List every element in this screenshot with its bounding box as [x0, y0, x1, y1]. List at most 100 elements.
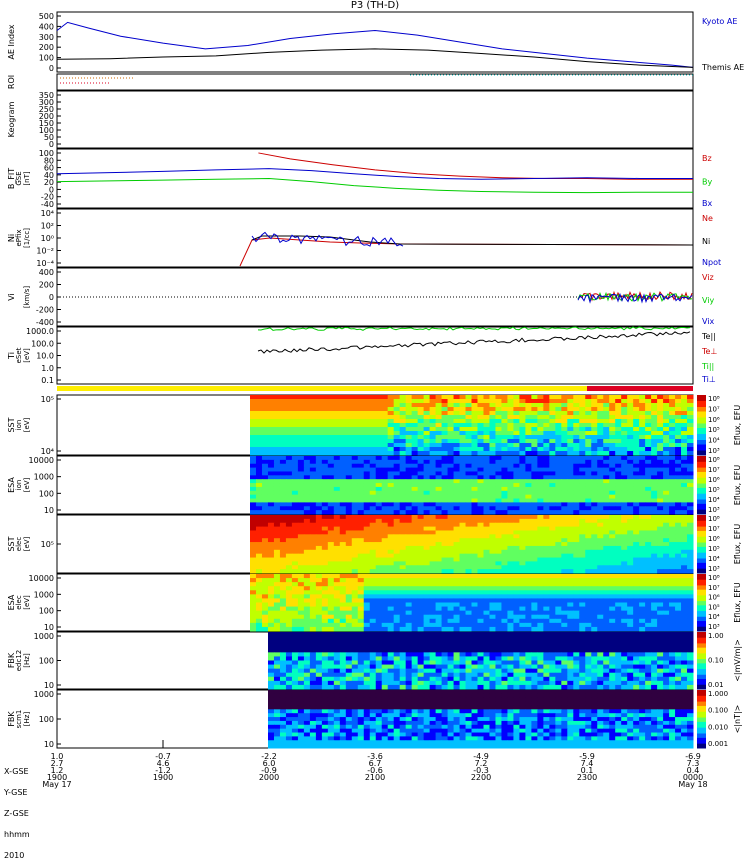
spectrogram-cell — [376, 623, 382, 628]
spectrogram-cell — [460, 640, 466, 645]
spectrogram-cell — [328, 519, 334, 523]
spectrogram-cell — [382, 439, 388, 444]
spectrogram-cell — [525, 534, 531, 538]
spectrogram-cell — [316, 534, 322, 538]
spectrogram-cell — [555, 561, 561, 565]
spectrogram-cell — [519, 546, 525, 550]
ytick-label: 10 — [44, 681, 54, 690]
spectrogram-cell — [615, 491, 621, 495]
spectrogram-cell — [310, 403, 316, 408]
spectrogram-cell — [406, 607, 412, 612]
spectrogram-cell — [280, 603, 286, 608]
spectrogram-cell — [370, 451, 376, 456]
spectrogram-cell — [651, 419, 657, 424]
spectrogram-cell — [334, 515, 340, 519]
spectrogram-cell — [436, 594, 442, 599]
spectrogram-cell — [316, 578, 322, 583]
spectrogram-cell — [627, 636, 633, 641]
spectrogram-cell — [286, 644, 292, 649]
spectrogram-cell — [340, 515, 346, 519]
spectrogram-cell — [436, 598, 442, 603]
ytick-label: 10⁴ — [41, 209, 54, 218]
spectrogram-cell — [472, 582, 478, 587]
spectrogram-cell — [256, 530, 262, 534]
spectrogram-cell — [537, 594, 543, 599]
spectrogram-cell — [436, 586, 442, 591]
spectrogram-cell — [298, 491, 304, 495]
spectrogram-cell — [256, 534, 262, 538]
spectrogram-cell — [621, 443, 627, 448]
spectrogram-cell — [507, 615, 513, 620]
spectrogram-cell — [663, 460, 669, 464]
spectrogram-cell — [483, 534, 489, 538]
spectrogram-cell — [603, 435, 609, 440]
spectrogram-cell — [615, 538, 621, 542]
spectrogram-cell — [412, 527, 418, 531]
spectrogram-cell — [382, 471, 388, 475]
spectrogram-cell — [627, 623, 633, 628]
spectrogram-cell — [513, 464, 519, 468]
spectrogram-cell — [639, 527, 645, 531]
spectrogram-cell — [525, 475, 531, 479]
spectrogram-cell — [256, 611, 262, 616]
spectrogram-cell — [430, 523, 436, 527]
panel-sublabel-esa_ion: ion — [15, 480, 23, 491]
spectrogram-cell — [525, 561, 531, 565]
spectrogram-cell — [585, 534, 591, 538]
spectrogram-cell — [292, 419, 298, 424]
spectrogram-cell — [579, 395, 585, 400]
spectrogram-cell — [591, 475, 597, 479]
spectrogram-cell — [310, 574, 316, 579]
spectrogram-cell — [370, 519, 376, 523]
spectrogram-cell — [603, 523, 609, 527]
spectrogram-cell — [525, 499, 531, 503]
spectrogram-cell — [328, 456, 334, 460]
spectrogram-cell — [501, 487, 507, 491]
spectrogram-cell — [304, 519, 310, 523]
spectrogram-cell — [621, 550, 627, 554]
spectrogram-cell — [460, 515, 466, 519]
spectrogram-cell — [322, 502, 328, 506]
spectrogram-cell — [567, 464, 573, 468]
spectrogram-cell — [412, 607, 418, 612]
spectrogram-cell — [400, 451, 406, 456]
spectrogram-cell — [388, 565, 394, 569]
spectrogram-cell — [352, 538, 358, 542]
spectrogram-cell — [400, 582, 406, 587]
spectrogram-cell — [274, 554, 280, 558]
spectrogram-cell — [651, 502, 657, 506]
spectrogram-cell — [645, 582, 651, 587]
spectrogram-cell — [579, 431, 585, 436]
spectrogram-cell — [358, 558, 364, 562]
spectrogram-cell — [543, 435, 549, 440]
spectrogram-cell — [376, 586, 382, 591]
spectrogram-cell — [376, 534, 382, 538]
spectrogram-cell — [472, 632, 478, 637]
spectrogram-cell — [280, 550, 286, 554]
spectrogram-cell — [567, 590, 573, 595]
spectrogram-cell — [615, 542, 621, 546]
spectrogram-cell — [507, 427, 513, 432]
spectrogram-cell — [513, 598, 519, 603]
spectrogram-cell — [603, 427, 609, 432]
spectrogram-cell — [268, 632, 274, 637]
spectrogram-cell — [507, 487, 513, 491]
spectrogram-cell — [454, 534, 460, 538]
spectrogram-cell — [424, 423, 430, 428]
spectrogram-cell — [597, 510, 603, 514]
spectrogram-cell — [352, 510, 358, 514]
spectrogram-cell — [531, 627, 537, 632]
spectrogram-cell — [466, 619, 472, 624]
spectrogram-cell — [525, 523, 531, 527]
spectrogram-cell — [274, 464, 280, 468]
spectrogram-cell — [507, 538, 513, 542]
spectrogram-cell — [621, 627, 627, 632]
spectrogram-cell — [436, 456, 442, 460]
spectrogram-cell — [352, 554, 358, 558]
spectrogram-cell — [657, 607, 663, 612]
spectrogram-cell — [621, 534, 627, 538]
spectrogram-cell — [430, 487, 436, 491]
spectrogram-cell — [382, 656, 388, 661]
spectrogram-cell — [382, 479, 388, 483]
ytick-label: 100 — [39, 657, 54, 666]
